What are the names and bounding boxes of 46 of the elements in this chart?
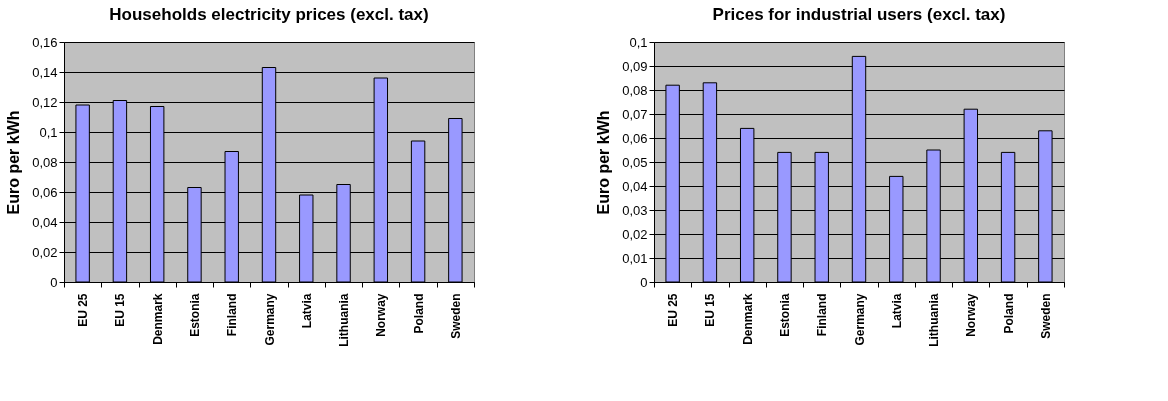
x-tick-label: Germany xyxy=(262,293,277,346)
y-tick-label: 0,07 xyxy=(622,106,648,122)
y-tick-label: 0,08 xyxy=(622,82,648,98)
x-tick-label: Norway xyxy=(964,293,979,337)
x-tick-label: Poland xyxy=(411,293,426,334)
y-axis-title: Euro per kWh xyxy=(5,110,23,215)
y-tick-label: 0,04 xyxy=(32,214,58,230)
y-tick-label: 0,02 xyxy=(32,244,58,260)
y-tick-label: 0,1 xyxy=(39,124,58,140)
y-tick-label: 0,1 xyxy=(629,34,648,50)
x-tick-label: EU 15 xyxy=(703,293,718,327)
x-tick-label: Estonia xyxy=(187,293,202,337)
x-tick-label: Germany xyxy=(852,293,867,346)
y-tick-label: 0,12 xyxy=(32,94,58,110)
y-tick-label: 0,04 xyxy=(622,178,648,194)
y-tick-label: 0,06 xyxy=(622,130,648,146)
y-tick-label: 0,16 xyxy=(32,34,58,50)
y-tick-label: 0,05 xyxy=(622,154,648,170)
x-tick-label: Denmark xyxy=(150,293,165,345)
x-tick-label: Sweden xyxy=(1038,293,1053,339)
x-tick-label: Finland xyxy=(225,293,240,337)
x-tick-label: Poland xyxy=(1001,293,1016,334)
y-tick-label: 0 xyxy=(640,274,648,290)
y-axis-title: Euro per kWh xyxy=(595,110,613,215)
chart-title: Households electricity prices (excl. tax) xyxy=(109,5,429,24)
x-tick-label: EU 15 xyxy=(113,293,128,327)
x-tick-label: Finland xyxy=(815,293,830,337)
x-tick-label: Lithuania xyxy=(337,293,352,347)
x-tick-label: EU 25 xyxy=(666,293,681,327)
y-tick-label: 0 xyxy=(50,274,58,290)
x-tick-label: EU 25 xyxy=(76,293,91,327)
x-tick-label: Latvia xyxy=(889,293,904,329)
y-tick-label: 0,06 xyxy=(32,184,58,200)
chart-title: Prices for industrial users (excl. tax) xyxy=(712,5,1006,24)
x-tick-label: Lithuania xyxy=(927,293,942,347)
y-tick-label: 0,03 xyxy=(622,202,648,218)
x-tick-label: Sweden xyxy=(448,293,463,339)
x-tick-label: Estonia xyxy=(777,293,792,337)
x-tick-label: Latvia xyxy=(299,293,314,329)
y-tick-label: 0,02 xyxy=(622,226,648,242)
x-tick-label: Denmark xyxy=(740,293,755,345)
y-tick-label: 0,01 xyxy=(622,250,648,266)
x-tick-label: Norway xyxy=(374,293,389,337)
y-tick-label: 0,14 xyxy=(32,64,58,80)
y-tick-label: 0,08 xyxy=(32,154,58,170)
y-tick-label: 0,09 xyxy=(622,58,648,74)
